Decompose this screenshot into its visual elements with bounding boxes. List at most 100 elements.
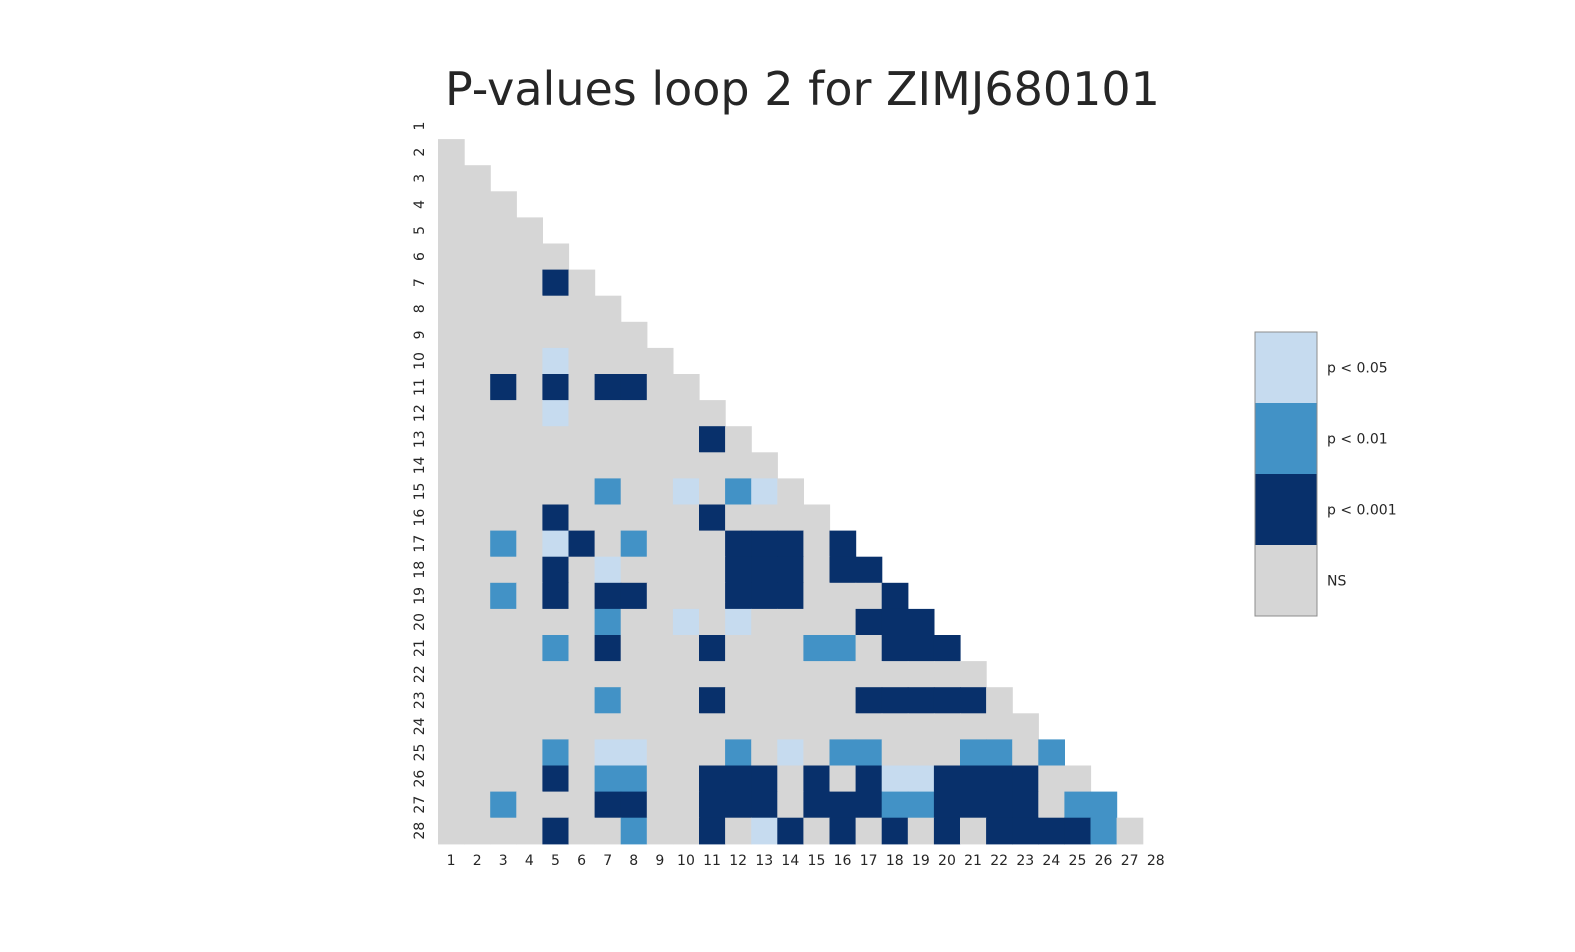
- heatmap-cell-r9-c4: [516, 321, 543, 349]
- heatmap-cell-r7-c1: [438, 269, 465, 297]
- heatmap-cell-r23-c22: [986, 687, 1013, 714]
- heatmap-cell-r25-c5: [542, 739, 570, 767]
- heatmap-cell-r27-c15: [803, 791, 831, 819]
- heatmap-cell-r22-c15: [803, 661, 831, 688]
- legend-swatch: [1255, 403, 1317, 474]
- heatmap-cell-r18-c10: [672, 556, 700, 584]
- heatmap-cell-r16-c9: [646, 504, 674, 532]
- heatmap-cell-r8-c3: [490, 295, 517, 323]
- y-tick-label: 5: [412, 226, 428, 235]
- heatmap-cell-r26-c14: [777, 765, 804, 793]
- heatmap-cell-r9-c6: [568, 321, 596, 349]
- heatmap-cell-r14-c12: [725, 452, 752, 479]
- heatmap-cell-r26-c9: [646, 765, 674, 793]
- heatmap-cell-r2-c1: [438, 139, 465, 166]
- heatmap-cell-r19-c4: [516, 582, 543, 610]
- heatmap-cell-r25-c2: [464, 739, 491, 767]
- x-tick-labels: 1 2 3 4 5 6 7 8 9 10 11 12 13 14 15 16 17 18 19 20 21 22 23 24 2…: [447, 853, 1165, 869]
- heatmap-cell-r26-c20: [933, 765, 961, 793]
- heatmap-cell-r26-c1: [438, 765, 465, 793]
- legend-border: [1254, 331, 1318, 617]
- heatmap-cell-r23-c2: [464, 687, 491, 714]
- heatmap-cell-r20-c18: [881, 608, 909, 636]
- heatmap-cell-r26-c4: [516, 765, 543, 793]
- heatmap-cell-r5-c3: [490, 217, 517, 245]
- heatmap-cell-r18-c9: [646, 556, 674, 584]
- heatmap-cell-r27-c11: [699, 791, 726, 819]
- heatmap-cell-r26-c21: [960, 765, 987, 793]
- heatmap-cell-r28-c4: [516, 817, 543, 845]
- heatmap-cell-r26-c10: [672, 765, 700, 793]
- heatmap-cell-r19-c9: [646, 582, 674, 610]
- y-tick-label: 14: [412, 456, 428, 474]
- y-tick-label: 10: [412, 352, 428, 370]
- heatmap-cell-r28-c18: [881, 817, 909, 845]
- heatmap-cell-r10-c8: [620, 347, 648, 375]
- heatmap-cell-r25-c4: [516, 739, 543, 767]
- heatmap-cell-r16-c5: [542, 504, 570, 532]
- heatmap-cell-r17-c3: [490, 530, 517, 558]
- heatmap-cell-r15-c6: [568, 478, 596, 506]
- heatmap-cell-r12-c6: [568, 400, 596, 427]
- heatmap-cell-r16-c4: [516, 504, 543, 532]
- heatmap-cell-r15-c3: [490, 478, 517, 506]
- x-tick-label: 3: [499, 853, 508, 869]
- heatmap-cell-r21-c4: [516, 635, 543, 662]
- x-tick-label: 7: [603, 853, 612, 869]
- heatmap-cell-r26-c24: [1038, 765, 1065, 793]
- heatmap-cell-r8-c4: [516, 295, 543, 323]
- chart-title: P-values loop 2 for ZIMJ680101: [445, 62, 1160, 116]
- heatmap-cell-r22-c18: [881, 661, 909, 688]
- heatmap-cell-r17-c4: [516, 530, 543, 558]
- y-tick-label: 8: [412, 304, 428, 313]
- heatmap-cell-r26-c25: [1064, 765, 1092, 793]
- heatmap-cell-r22-c14: [777, 661, 804, 688]
- heatmap-cell-r15-c14: [777, 478, 804, 506]
- heatmap-cell-r21-c5: [542, 635, 570, 662]
- heatmap-cell-r21-c17: [855, 635, 883, 662]
- heatmap-cell-r12-c3: [490, 400, 517, 427]
- x-tick-label: 10: [677, 853, 695, 869]
- heatmap-cell-r25-c3: [490, 739, 517, 767]
- heatmap-cell-r13-c10: [672, 426, 700, 453]
- heatmap-cell-r23-c3: [490, 687, 517, 714]
- heatmap-cell-r24-c15: [803, 713, 831, 740]
- x-tick-label: 14: [781, 853, 799, 869]
- heatmap-cell-r25-c9: [646, 739, 674, 767]
- heatmap-cell-r17-c12: [725, 530, 752, 558]
- heatmap-cell-r18-c6: [568, 556, 596, 584]
- heatmap-cell-r28-c3: [490, 817, 517, 845]
- heatmap-cell-r15-c9: [646, 478, 674, 506]
- heatmap-cell-r19-c18: [881, 582, 909, 610]
- heatmap-cell-r9-c1: [438, 321, 465, 349]
- heatmap-cell-r28-c8: [620, 817, 648, 845]
- heatmap-cell-r13-c7: [594, 426, 622, 453]
- heatmap-cell-r13-c11: [699, 426, 726, 453]
- y-tick-label: 18: [412, 561, 428, 579]
- heatmap-cell-r27-c23: [1012, 791, 1039, 819]
- heatmap-cell-r24-c23: [1012, 713, 1039, 740]
- heatmap-cell-r19-c12: [725, 582, 752, 610]
- heatmap-cell-r10-c6: [568, 347, 596, 375]
- heatmap-cell-r16-c7: [594, 504, 622, 532]
- heatmap-cell-r21-c1: [438, 635, 465, 662]
- heatmap-cell-r17-c15: [803, 530, 831, 558]
- heatmap-cell-r16-c13: [751, 504, 778, 532]
- heatmap-cell-r20-c10: [672, 608, 700, 636]
- heatmap-cell-r27-c19: [907, 791, 935, 819]
- heatmap-cell-r15-c12: [725, 478, 752, 506]
- heatmap-cell-r19-c5: [542, 582, 570, 610]
- heatmap-cell-r25-c7: [594, 739, 622, 767]
- heatmap-cell-r13-c12: [725, 426, 752, 453]
- heatmap-cell-r18-c12: [725, 556, 752, 584]
- heatmap-cell-r17-c9: [646, 530, 674, 558]
- heatmap-cell-r28-c19: [907, 817, 935, 845]
- heatmap-cell-r15-c10: [672, 478, 700, 506]
- heatmap-cell-r15-c1: [438, 478, 465, 506]
- heatmap-cell-r22-c2: [464, 661, 491, 688]
- legend-swatch: [1255, 332, 1317, 403]
- y-tick-label: 20: [412, 613, 428, 631]
- heatmap-cell-r17-c5: [542, 530, 570, 558]
- heatmap-cell-r15-c8: [620, 478, 648, 506]
- heatmap-cell-r28-c23: [1012, 817, 1039, 845]
